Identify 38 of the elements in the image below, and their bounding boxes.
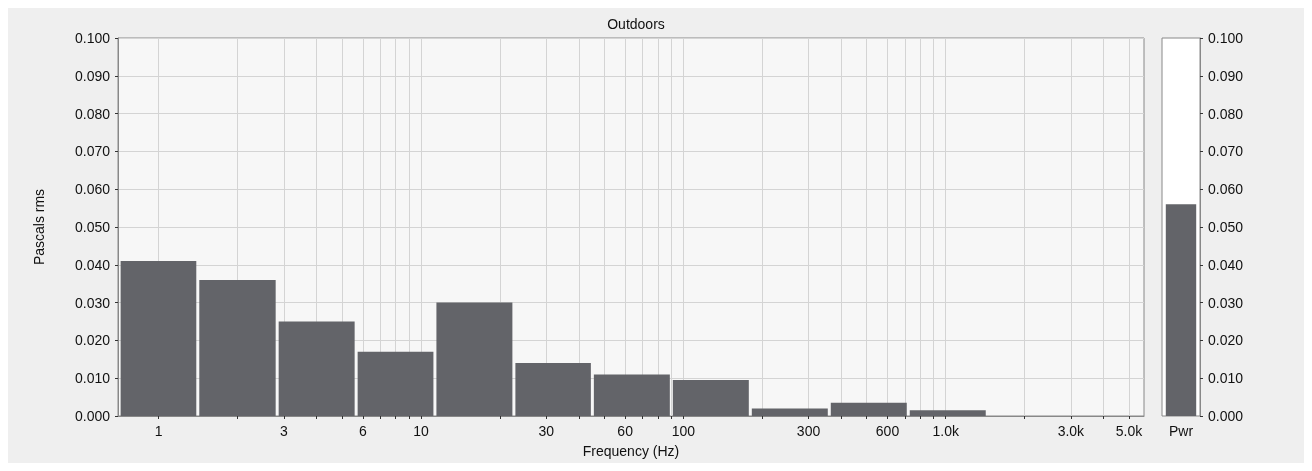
y-tick-label: 0.040 [1208, 256, 1244, 273]
x-tick-label: 10 [413, 423, 429, 439]
x-tick-label: 1.0k [932, 423, 960, 439]
y-tick-label: 0.070 [74, 143, 111, 160]
y-axis-title: Pascals rms [31, 188, 47, 266]
y-tick-label: 0.080 [74, 105, 111, 122]
x-tick-label: 300 [796, 423, 821, 439]
x-tick-label: 600 [875, 423, 900, 439]
x-tick-label: 30 [538, 423, 555, 439]
x-tick-label: 5.0k [1115, 423, 1144, 439]
x-axis-title: Frequency (Hz) [582, 443, 680, 459]
y-tick-label: 0.010 [74, 370, 111, 387]
x-tick-label: Pwr [1168, 423, 1194, 439]
y-tick-label: 0.070 [1208, 143, 1244, 160]
x-tick-label: 6 [358, 423, 367, 439]
y-tick-label: 0.030 [74, 294, 111, 311]
y-tick-label: 0.010 [1208, 370, 1244, 387]
x-tick-label: 60 [617, 423, 634, 439]
y-tick-label: 0.000 [74, 408, 111, 424]
y-tick-label: 0.050 [74, 219, 111, 235]
y-tick-label: 0.080 [1208, 105, 1244, 122]
y-tick-label: 0.000 [1208, 408, 1244, 424]
y-tick-label: 0.040 [74, 256, 111, 273]
chart-title: Outdoors [607, 16, 665, 32]
y-tick-label: 0.100 [74, 30, 111, 46]
y-tick-label: 0.030 [1208, 294, 1244, 311]
y-tick-label: 0.020 [74, 332, 111, 349]
y-tick-label: 0.060 [74, 181, 111, 198]
x-tick-label: 3 [279, 423, 288, 439]
y-tick-label: 0.050 [1208, 219, 1244, 235]
y-tick-label: 0.090 [1208, 67, 1244, 84]
y-tick-label: 0.100 [1208, 30, 1244, 46]
x-tick-label: 3.0k [1057, 423, 1086, 439]
y-tick-label: 0.020 [1208, 332, 1244, 349]
x-tick-label: 100 [671, 423, 696, 439]
y-tick-label: 0.090 [74, 67, 111, 84]
y-tick-label: 0.060 [1208, 181, 1244, 198]
x-tick-label: 1 [154, 423, 163, 439]
